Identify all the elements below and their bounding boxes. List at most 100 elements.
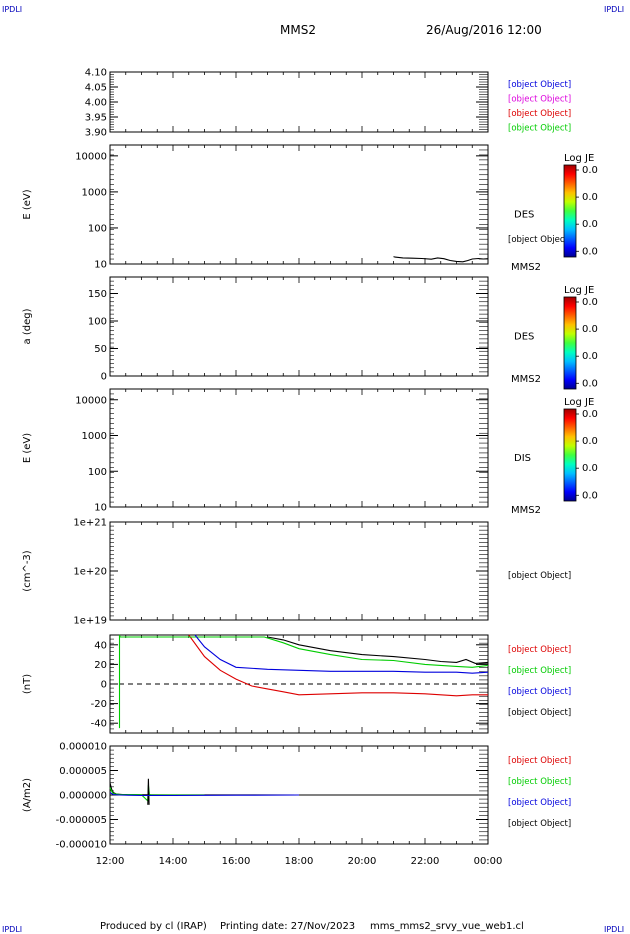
colorbar-label: 0.0 [582, 351, 598, 362]
legend-entry: [object Object] [508, 798, 571, 808]
y-axis-label: (nT) [22, 674, 33, 694]
time-tick-label: 00:00 [474, 856, 503, 867]
panels: 4.10 4.05 4.00 3.95 3.90 [object Object] [obje… [22, 68, 598, 851]
series-line-by [118, 634, 489, 729]
legend-entry: [object Object] [508, 645, 571, 655]
y-tick-label: 1e+21 [73, 518, 107, 529]
legend-entry: [object Object] [508, 109, 571, 119]
y-tick-label: -40 [91, 719, 107, 730]
y-tick-label: -20 [91, 699, 107, 710]
colorbar-label: 0.0 [582, 165, 598, 176]
panel-frame [109, 388, 489, 508]
panel-frame [109, 71, 489, 133]
corner-label-top-right: IPDLI [604, 5, 624, 14]
y-tick-label: 10 [94, 260, 107, 271]
y-tick-label: 10 [94, 503, 107, 514]
y-tick-label: 100 [88, 467, 107, 478]
colorbar-label: 0.0 [582, 490, 598, 501]
time-tick-label: 12:00 [96, 856, 125, 867]
y-tick-label: 0.000005 [59, 766, 107, 777]
legend-entry: [object Object] [508, 95, 571, 105]
y-axis-label: a (deg) [22, 308, 33, 344]
colorbar-label: 0.0 [582, 409, 598, 420]
panel-7: 0.000010 0.000005 0.000000 -0.000005 -0.0000… [22, 742, 571, 851]
y-tick-label: 150 [88, 289, 107, 300]
instrument-label: DES [514, 332, 534, 343]
time-tick-label: 20:00 [348, 856, 377, 867]
spacecraft-title: MMS2 [280, 23, 316, 37]
legend-entry: [object Object] [508, 80, 571, 90]
footer-file-name: mms_mms2_srvy_vue_web1.cl [370, 921, 524, 932]
corner-label-bottom-left: IPDLI [2, 925, 22, 934]
y-tick-label: 10000 [75, 151, 107, 162]
date-title: 26/Aug/2016 12:00 [426, 23, 542, 37]
series-line-bz [194, 634, 489, 674]
time-tick-label: 16:00 [222, 856, 251, 867]
y-tick-label: 100 [88, 317, 107, 328]
time-tick-label: 18:00 [285, 856, 314, 867]
colorbar-label: 0.0 [582, 246, 598, 257]
colorbar-label: 0.0 [582, 463, 598, 474]
y-tick-label: 40 [94, 640, 107, 651]
y-tick-label: 0.000010 [59, 742, 107, 753]
colorbar [563, 408, 577, 502]
y-tick-label: 1e+19 [73, 616, 107, 627]
y-tick-label: 4.10 [85, 68, 107, 79]
colorbar [563, 164, 577, 258]
series-line-bx [188, 634, 488, 697]
panel-frame [109, 521, 489, 621]
panel-6: 40 20 0 -20 -40 (nT) [object Object] [object Ob… [22, 634, 571, 734]
y-axis-label: (A/m2) [22, 778, 33, 812]
footer-produced: Produced by cl (IRAP) [100, 921, 207, 932]
panel-frame [109, 144, 489, 265]
legend-entry: [object Object] [508, 666, 571, 676]
time-tick-label: 22:00 [411, 856, 440, 867]
legend-entry: [object Object] [508, 687, 571, 697]
series-line-0 [393, 256, 489, 263]
series-line-J spike [147, 778, 150, 805]
y-tick-label: 1000 [82, 187, 107, 198]
y-tick-label: 1000 [82, 431, 107, 442]
legend-entry: [object Object] [508, 235, 571, 245]
spacecraft-label: MMS2 [511, 262, 541, 273]
colorbar-title: Log JE [564, 285, 594, 296]
series-line-Jz [109, 792, 300, 797]
instrument-label: DIS [514, 453, 531, 464]
colorbar-label: 0.0 [582, 324, 598, 335]
series-line-J [109, 782, 347, 796]
colorbar-label: 0.0 [582, 219, 598, 230]
colorbar-title: Log JE [564, 397, 594, 408]
colorbar-label: 0.0 [582, 192, 598, 203]
time-tick-label: 14:00 [159, 856, 188, 867]
colorbar-label: 0.0 [582, 297, 598, 308]
y-tick-label: 3.90 [85, 128, 107, 139]
colorbar-title: Log JE [564, 153, 594, 164]
panel-frame [109, 276, 489, 377]
y-tick-label: 1e+20 [73, 567, 107, 578]
panel-1: 4.10 4.05 4.00 3.95 3.90 [object Object] [obje… [85, 68, 571, 139]
legend-entry: [object Object] [508, 819, 571, 829]
y-tick-label: 4.05 [85, 83, 107, 94]
footer-printing-date: Printing date: 27/Nov/2023 [220, 921, 355, 932]
y-axis-label: E (eV) [22, 433, 33, 463]
spacecraft-label: MMS2 [511, 505, 541, 516]
colorbar-label: 0.0 [582, 378, 598, 389]
y-tick-label: -0.000005 [56, 815, 107, 826]
y-tick-label: 0.000000 [59, 791, 107, 802]
y-tick-label: 10000 [75, 395, 107, 406]
legend-entry: [object Object] [508, 571, 571, 581]
y-tick-label: 3.95 [85, 113, 107, 124]
panel-2: 10000 1000 100 10 E (eV) [object Object] DES MM… [22, 144, 598, 273]
y-tick-label: 0 [101, 680, 107, 691]
corner-label-bottom-right: IPDLI [604, 925, 624, 934]
time-axis: 12:00 14:00 16:00 18:00 20:00 22:00 00:00 [96, 856, 503, 867]
panel-5: 1e+21 1e+20 1e+19 (cm^-3) [object Object] [22, 518, 571, 627]
instrument-label: DES [514, 210, 534, 221]
y-tick-label: 0 [101, 372, 107, 383]
legend-entry: [object Object] [508, 756, 571, 766]
corner-label-top-left: IPDLI [2, 5, 22, 14]
legend-entry: [object Object] [508, 708, 571, 718]
